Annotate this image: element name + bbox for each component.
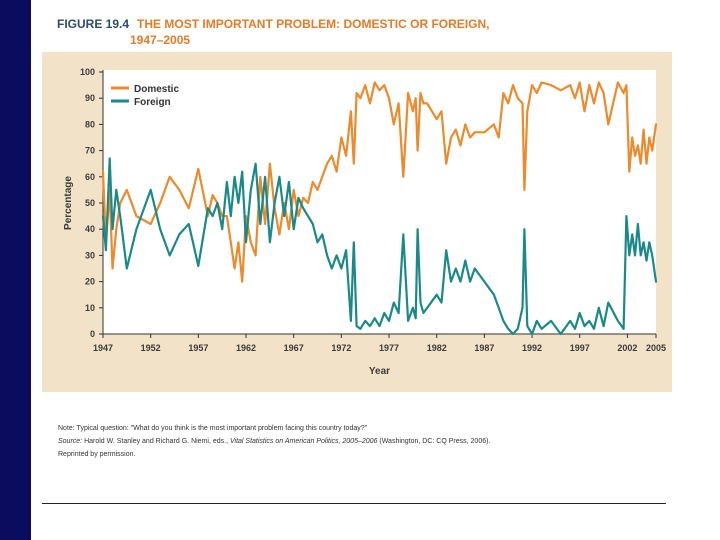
y-tick-label: 100	[80, 67, 95, 77]
x-tick-label: 1972	[331, 343, 351, 353]
series-line-foreign	[101, 157, 658, 336]
y-axis-title: Percentage	[63, 176, 74, 230]
x-tick-label: 1967	[284, 343, 304, 353]
x-tick-label: 1977	[379, 343, 399, 353]
source-label: Source:	[58, 438, 83, 445]
figure-title: FIGURE 19.4 THE MOST IMPORTANT PROBLEM: D…	[57, 16, 677, 48]
x-tick-label: 1947	[93, 343, 113, 353]
y-tick-label: 50	[85, 198, 95, 208]
line-chart: 0 10 20 30 40 50 60 70 80 90 100 1947 1952 1957 1962 19…	[63, 67, 666, 377]
x-tick-label: 1952	[141, 343, 161, 353]
legend-label-foreign: Foreign	[134, 97, 171, 108]
y-tick-label: 70	[85, 146, 95, 156]
figure-title-line2: 1947–2005	[130, 33, 191, 47]
y-tick-label: 90	[85, 93, 95, 103]
x-tick-label: 2005	[646, 343, 666, 353]
legend-label-domestic: Domestic	[134, 84, 179, 95]
y-tick-label: 60	[85, 172, 95, 182]
note-text: Note: Typical question: "What do you thi…	[58, 425, 368, 432]
figure-title-line1: THE MOST IMPORTANT PROBLEM: DOMESTIC OR …	[137, 17, 490, 31]
x-tick-label: 1962	[236, 343, 256, 353]
left-sidebar-bar	[0, 0, 31, 540]
y-tick-label: 40	[85, 224, 95, 234]
y-tick-label: 20	[85, 277, 95, 287]
x-tick-label: 1992	[522, 343, 542, 353]
x-tick-label: 1987	[474, 343, 494, 353]
x-tick-label: 2002	[617, 343, 637, 353]
y-tick-label: 10	[85, 303, 95, 313]
reprint-note: Reprinted by permission.	[58, 451, 136, 458]
plot-area	[103, 70, 656, 334]
x-tick-label: 1982	[427, 343, 447, 353]
source-line: Source: Harold W. Stanley and Richard G.…	[58, 437, 668, 447]
figure-label: FIGURE 19.4	[57, 17, 130, 31]
x-tick-label: 1957	[188, 343, 208, 353]
source-book: Vital Statistics on American Politics, 2…	[229, 438, 378, 445]
y-tick-label: 80	[85, 119, 95, 129]
x-tick-label: 1997	[570, 343, 590, 353]
chart-panel: 0 10 20 30 40 50 60 70 80 90 100 1947 1952 1957 1962 19…	[42, 52, 672, 392]
bottom-divider	[42, 503, 666, 504]
note-block: Note: Typical question: "What do you thi…	[58, 424, 668, 463]
y-tick-label: 30	[85, 250, 95, 260]
source-authors: Harold W. Stanley and Richard G. Niemi, …	[82, 438, 230, 445]
y-tick-label: 0	[90, 329, 95, 339]
x-axis-title: Year	[369, 366, 390, 377]
series-line-domestic	[101, 81, 658, 283]
source-publisher: (Washington, DC: CQ Press, 2006).	[377, 438, 491, 445]
